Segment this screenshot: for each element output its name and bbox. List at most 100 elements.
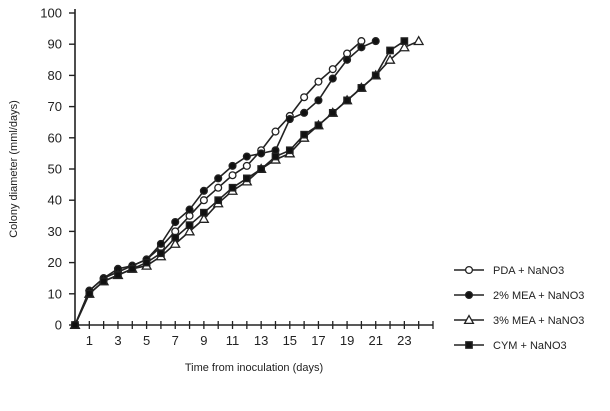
x-tick-label: 21 [368, 333, 382, 348]
data-point [214, 183, 223, 192]
y-tick-label: 80 [48, 68, 62, 83]
x-tick-label: 3 [114, 333, 121, 348]
legend: PDA + NaNO3 2% MEA + NaNO3 3% MEA + NaNO3 C… [454, 265, 584, 352]
data-point [114, 271, 122, 279]
y-tick-label: 50 [48, 162, 62, 177]
data-point [398, 41, 410, 52]
data-point [171, 227, 180, 236]
data-point [371, 71, 380, 80]
x-tick-label: 9 [200, 333, 207, 348]
data-point [357, 84, 366, 92]
data-point [128, 264, 137, 273]
y-axis-title: Colony diameter (mml/days) [8, 100, 20, 238]
data-point [214, 174, 223, 183]
y-tick-label: 0 [55, 318, 62, 333]
series-4 [71, 37, 409, 329]
data-point [228, 171, 237, 180]
series-group [69, 35, 425, 330]
data-point [169, 238, 181, 248]
data-point [242, 161, 251, 170]
data-point [285, 115, 294, 124]
series-line [74, 40, 377, 326]
data-point [242, 174, 251, 183]
legend-marker [464, 265, 474, 275]
x-tick-label: 17 [311, 333, 325, 348]
data-point [198, 213, 210, 223]
legend-label: 2% MEA + NaNO3 [493, 290, 584, 302]
data-point [185, 205, 194, 214]
data-point [171, 233, 180, 242]
x-axis-title: Time from inoculation (days) [185, 362, 323, 374]
data-point [199, 186, 208, 195]
data-point [71, 321, 79, 329]
legend-item: 2% MEA + NaNO3 [454, 290, 584, 302]
data-point [300, 130, 308, 139]
data-point [328, 74, 337, 83]
data-point [314, 121, 323, 130]
data-point [271, 152, 280, 161]
x-tick-label: 7 [172, 333, 179, 348]
legend-item: PDA + NaNO3 [454, 265, 564, 277]
data-point [271, 146, 280, 155]
x-tick-label: 5 [143, 333, 150, 348]
data-point [300, 93, 309, 102]
legend-item: CYM + NaNO3 [454, 340, 567, 352]
data-point [228, 161, 237, 170]
y-tick-label: 10 [48, 286, 62, 301]
y-tick-label: 60 [48, 130, 62, 145]
data-point [300, 108, 309, 117]
series-line [74, 40, 405, 326]
y-tick-label: 100 [40, 6, 62, 21]
data-point [214, 196, 223, 205]
data-point [228, 183, 237, 192]
data-point [157, 249, 165, 258]
x-tick-label: 19 [340, 333, 354, 348]
y-tick-label: 70 [48, 99, 62, 114]
data-point [343, 96, 351, 105]
data-point [314, 96, 323, 105]
data-point [85, 289, 94, 298]
data-point [285, 146, 294, 155]
series-1 [70, 37, 366, 330]
y-tick-label: 20 [48, 255, 62, 270]
y-tick-label: 40 [48, 193, 62, 208]
y-axis: 0 10 20 30 40 50 60 70 80 90 100 [40, 6, 76, 333]
data-point [99, 277, 108, 286]
data-point [199, 196, 208, 205]
data-point [142, 258, 151, 267]
y-tick-label: 30 [48, 224, 62, 239]
data-point [184, 225, 196, 236]
data-point [328, 65, 337, 74]
legend-label: CYM + NaNO3 [493, 340, 567, 352]
data-point [386, 46, 394, 55]
legend-item: 3% MEA + NaNO3 [454, 314, 584, 327]
data-point [156, 239, 165, 248]
data-point [371, 37, 380, 46]
data-point [343, 55, 352, 64]
data-point [257, 165, 266, 173]
data-point [400, 37, 409, 45]
legend-label: PDA + NaNO3 [493, 265, 564, 277]
x-axis: 1 3 5 7 9 11 13 15 17 19 21 23 [75, 321, 434, 348]
data-point [185, 221, 194, 230]
data-point [413, 35, 425, 46]
data-point [357, 43, 366, 52]
data-point [171, 217, 180, 227]
x-tick-label: 13 [254, 333, 268, 348]
data-point [200, 208, 208, 217]
x-tick-label: 23 [397, 333, 411, 348]
legend-marker [463, 314, 475, 325]
data-point [271, 127, 280, 136]
x-tick-label: 11 [226, 333, 240, 348]
data-point [384, 54, 396, 64]
legend-marker [464, 290, 474, 300]
data-point [328, 108, 337, 117]
data-point [314, 77, 323, 86]
data-point [242, 152, 251, 161]
legend-marker [465, 341, 473, 349]
series-2 [70, 37, 380, 330]
x-tick-label: 1 [86, 333, 93, 348]
x-tick-label: 15 [283, 333, 297, 348]
y-tick-label: 90 [48, 37, 62, 52]
